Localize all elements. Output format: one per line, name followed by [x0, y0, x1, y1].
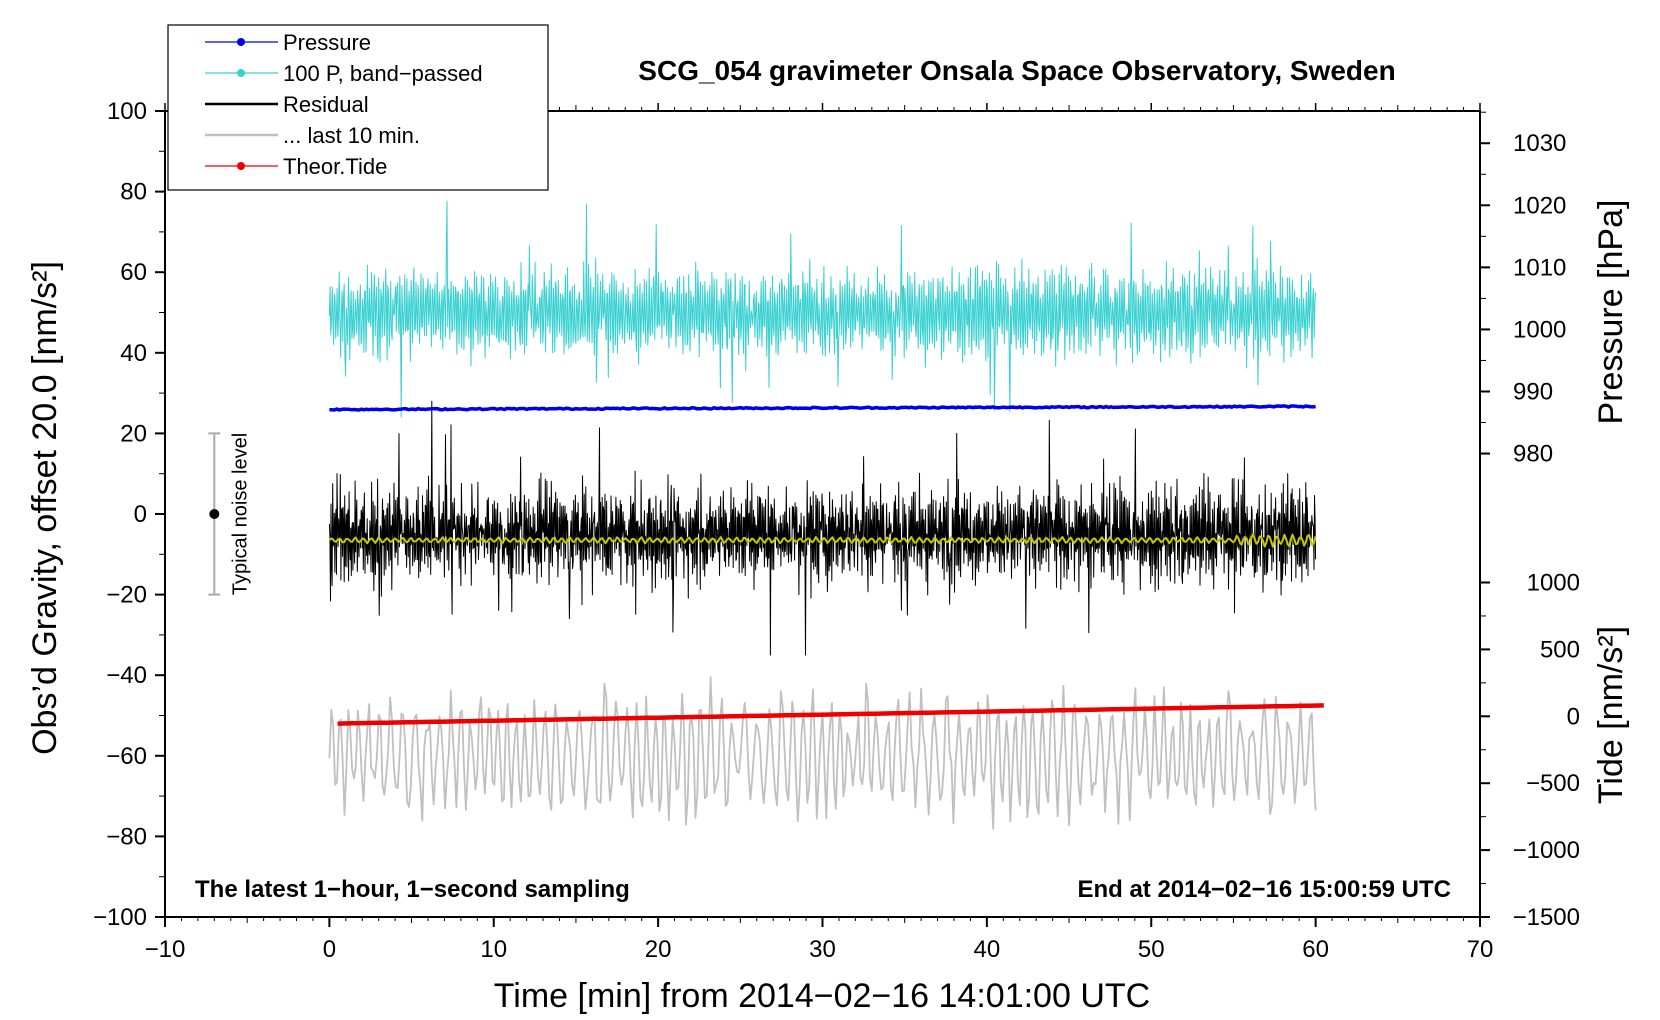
legend-label: Pressure [283, 30, 371, 55]
legend-label: ... last 10 min. [283, 123, 420, 148]
pressure-tick-label: 1010 [1513, 254, 1566, 281]
series-line-pressure [329, 404, 1316, 412]
x-axis-title: Time [min] from 2014−02−16 14:01:00 UTC [494, 977, 1150, 1015]
y-tick-label: 40 [120, 340, 147, 367]
y-tick-label: 20 [120, 420, 147, 447]
y-tick-label: 0 [134, 501, 147, 528]
pressure-tick-label: 1000 [1513, 316, 1566, 343]
end-time-note: End at 2014−02−16 15:00:59 UTC [1077, 876, 1451, 903]
tide-tick-label: 500 [1540, 636, 1580, 663]
legend-label: Theor.Tide [283, 154, 387, 179]
tide-tick-label: −1500 [1513, 904, 1580, 931]
x-tick-label: 40 [974, 936, 1001, 963]
y-axis-title-tide: Tide [nm/s²] [1592, 626, 1630, 804]
y-tick-label: −80 [106, 823, 147, 850]
pressure-tick-label: 980 [1513, 441, 1553, 468]
legend-label: Residual [283, 92, 369, 117]
y-tick-label: 100 [107, 98, 147, 125]
pressure-tick-label: 1030 [1513, 130, 1566, 157]
legend-label: 100 P, band−passed [283, 61, 483, 86]
y-tick-label: −60 [106, 743, 147, 770]
legend-swatch-marker [237, 69, 245, 77]
y-tick-label: −40 [106, 662, 147, 689]
legend-box [167, 24, 549, 191]
noise-bar-label: Typical noise level [229, 433, 251, 595]
series-line-residual [328, 400, 1317, 656]
x-tick-label: 70 [1467, 936, 1494, 963]
pressure-tick-label: 1020 [1513, 192, 1566, 219]
y-axis-title-pressure: Pressure [hPa] [1592, 200, 1630, 425]
x-tick-label: 20 [645, 936, 672, 963]
x-tick-label: 0 [323, 936, 336, 963]
noise-level-indicator: Typical noise level [208, 432, 251, 596]
series-line-residual-smoothed [328, 533, 1317, 548]
tide-tick-label: 0 [1567, 703, 1580, 730]
legend: Pressure 100 P, band−passed Residual ... la… [167, 24, 549, 191]
x-tick-label: 30 [809, 936, 836, 963]
tide-tick-label: −500 [1526, 770, 1580, 797]
noise-bar-center-dot [209, 509, 220, 519]
series-line-theoretical-tide [337, 703, 1324, 726]
y-tick-label: 80 [120, 179, 147, 206]
series-layer [328, 200, 1324, 830]
sampling-note: The latest 1−hour, 1−second sampling [195, 876, 630, 903]
series-line-bandpassed [328, 200, 1317, 418]
x-tick-label: 60 [1302, 936, 1329, 963]
tide-tick-label: 1000 [1527, 570, 1580, 597]
x-tick-label: −10 [145, 936, 186, 963]
pressure-tick-label: 990 [1513, 378, 1553, 405]
chart-title: SCG_054 gravimeter Onsala Space Observat… [638, 55, 1395, 86]
ticks-layer: −10 0 10 20 30 40 50 60 70−100−80−60−40−20020406… [93, 98, 1580, 963]
y-tick-label: −100 [93, 904, 147, 931]
x-tick-label: 50 [1138, 936, 1165, 963]
y-tick-label: 60 [120, 259, 147, 286]
legend-swatch-marker [237, 38, 245, 46]
legend-swatch-marker [237, 162, 245, 170]
y-tick-label: −20 [106, 582, 147, 609]
tide-tick-label: −1000 [1513, 837, 1580, 864]
y-axis-title-left: Obs’d Gravity, offset 20.0 [nm/s²] [26, 261, 64, 755]
x-tick-label: 10 [480, 936, 507, 963]
